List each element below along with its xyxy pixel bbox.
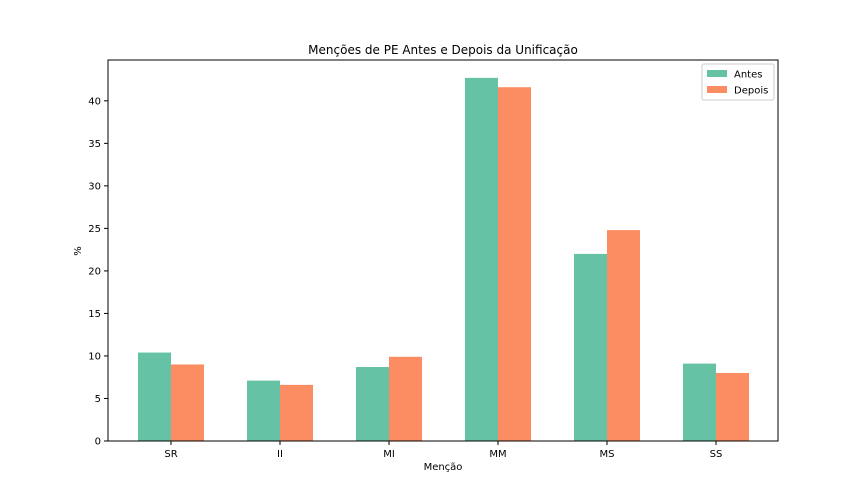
x-tick-label: MS xyxy=(600,449,615,460)
legend-label-antes: Antes xyxy=(734,70,762,81)
bar-depois-ss xyxy=(716,372,749,441)
bar-depois-mi xyxy=(389,356,422,441)
y-tick-label: 25 xyxy=(88,224,101,235)
legend: Antes Depois xyxy=(701,63,775,101)
y-tick-label: 10 xyxy=(88,351,101,362)
y-tick-label: 40 xyxy=(88,96,101,107)
y-tick-label: 35 xyxy=(88,139,101,150)
bar-antes-ms xyxy=(574,253,607,441)
bar-antes-sr xyxy=(138,352,171,441)
bar-depois-ms xyxy=(607,230,640,441)
x-tick-label: SR xyxy=(164,449,177,460)
plot-frame xyxy=(107,59,779,442)
x-axis-label: Menção xyxy=(424,462,463,473)
bar-antes-mm xyxy=(465,77,498,441)
bar-antes-ss xyxy=(683,363,716,441)
y-axis-label: % xyxy=(73,246,84,256)
bar-antes-ii xyxy=(247,380,280,441)
y-tick-label: 15 xyxy=(88,309,101,320)
legend-label-depois: Depois xyxy=(734,86,768,97)
x-tick-label: SS xyxy=(710,449,723,460)
y-tick-label: 0 xyxy=(95,437,101,448)
x-tick-label: II xyxy=(277,449,283,460)
x-axis: SR II MI MM MS SS xyxy=(164,441,722,460)
bar-depois-ii xyxy=(280,384,313,441)
bar-antes-mi xyxy=(356,367,389,441)
bar-depois-mm xyxy=(498,87,531,441)
legend-swatch-antes xyxy=(707,70,727,77)
bar-depois-sr xyxy=(171,364,204,441)
y-tick-label: 5 xyxy=(95,394,101,405)
x-tick-label: MM xyxy=(489,449,506,460)
y-axis: 0 5 10 15 20 25 30 35 40 xyxy=(88,96,108,448)
y-tick-label: 20 xyxy=(88,266,101,277)
x-tick-label: MI xyxy=(383,449,395,460)
chart-title: Menções de PE Antes e Depois da Unificaç… xyxy=(308,43,578,57)
bars-layer xyxy=(138,77,749,441)
y-tick-label: 30 xyxy=(88,181,101,192)
legend-swatch-depois xyxy=(707,86,727,93)
